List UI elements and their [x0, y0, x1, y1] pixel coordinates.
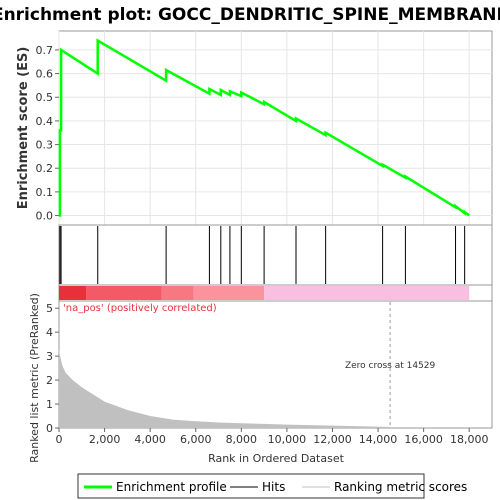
legend-label: Ranking metric scores	[334, 480, 467, 494]
legend-label: Hits	[262, 480, 285, 494]
color-bar-segment	[161, 286, 194, 300]
x-tick-label: 14,000	[359, 433, 398, 446]
ranking-metric-area	[59, 348, 391, 428]
color-bar-segment	[59, 286, 87, 300]
color-bar-segment	[86, 286, 162, 300]
es-y-tick-label: 0.5	[36, 91, 54, 104]
es-y-tick-label: 0.1	[36, 186, 54, 199]
ranked-y-tick-label: 3	[46, 350, 53, 363]
x-tick-label: 2,000	[89, 433, 121, 446]
x-tick-label: 10,000	[268, 433, 307, 446]
es-panel-frame	[58, 30, 493, 226]
x-tick-label: 4,000	[134, 433, 166, 446]
x-tick-label: 16,000	[404, 433, 443, 446]
zero-cross-label: Zero cross at 14529	[345, 361, 436, 371]
legend-label: Enrichment profile	[116, 480, 227, 494]
ranked-y-tick-label: 2	[46, 374, 53, 387]
enrichment-profile-line	[58, 38, 470, 217]
legend-box	[77, 473, 425, 499]
ranked-y-tick-label: 1	[46, 398, 53, 411]
color-bar-segment	[193, 286, 265, 300]
es-y-axis-label: Enrichment score (ES)	[16, 47, 31, 210]
es-y-tick-label: 0.0	[36, 210, 54, 223]
es-y-tick-label: 0.6	[36, 68, 54, 81]
es-y-tick-label: 0.2	[36, 162, 54, 175]
x-tick-label: 18,000	[450, 433, 489, 446]
es-y-tick-label: 0.7	[36, 44, 54, 57]
x-tick-label: 6,000	[180, 433, 212, 446]
es-y-tick-label: 0.4	[36, 115, 54, 128]
ranked-panel-frame	[58, 300, 493, 429]
positive-correlation-label: 'na_pos' (positively correlated)	[63, 303, 217, 314]
x-axis-label: Rank in Ordered Dataset	[208, 452, 345, 465]
ranked-y-axis-label: Ranked list metric (PreRanked)	[28, 293, 41, 463]
color-bar-segment	[264, 286, 470, 300]
x-tick-label: 8,000	[226, 433, 258, 446]
x-tick-label: 12,000	[313, 433, 352, 446]
hits-panel-frame	[58, 224, 493, 286]
ranked-y-tick-label: 4	[46, 326, 53, 339]
es-y-tick-label: 0.3	[36, 139, 54, 152]
ranked-y-tick-label: 5	[46, 302, 53, 315]
x-tick-label: 0	[56, 433, 63, 446]
ranked-y-tick-label: 0	[46, 422, 53, 435]
chart-title: Enrichment plot: GOCC_DENDRITIC_SPINE_ME…	[0, 5, 500, 25]
